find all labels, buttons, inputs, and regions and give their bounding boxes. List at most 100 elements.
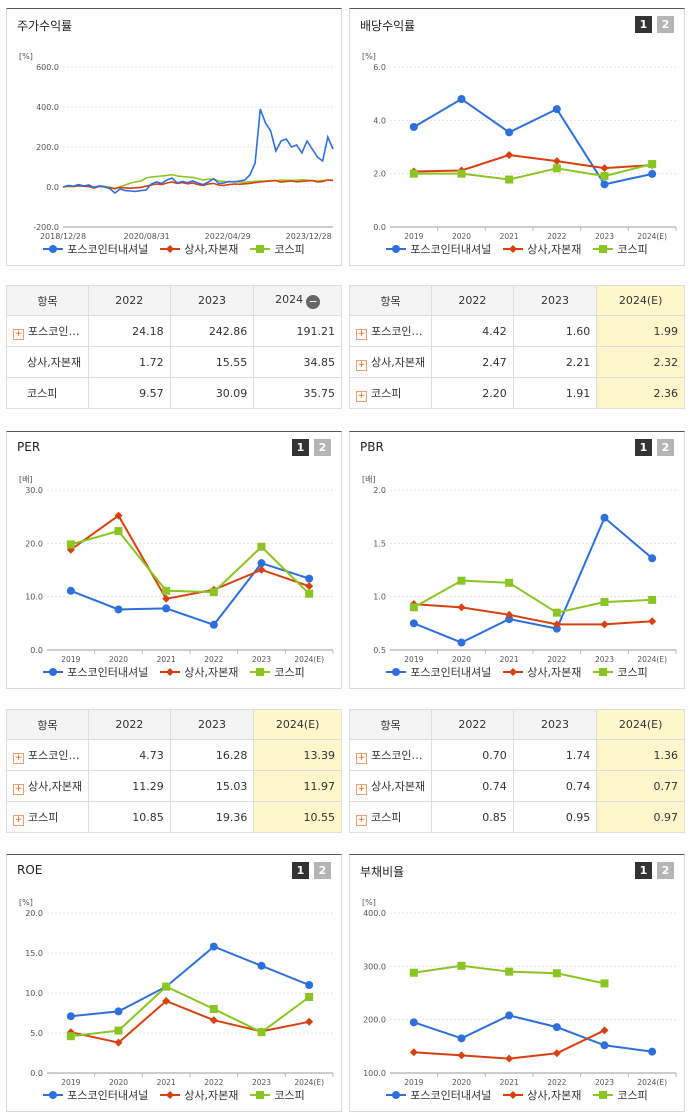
data-point: [552, 105, 561, 114]
page-button-2[interactable]: 2: [314, 862, 331, 879]
legend-item[interactable]: 상사,자본재: [160, 241, 238, 257]
legend-label: 코스피: [274, 243, 305, 256]
table-cell: 1.72: [87, 346, 171, 378]
table-cell: 35.75: [253, 377, 342, 409]
x-tick-label: 2024(E): [637, 655, 667, 664]
page-button-1[interactable]: 1: [292, 439, 309, 456]
legend-item[interactable]: 코스피: [593, 1087, 648, 1103]
legend-item[interactable]: 포스코인터내셔널: [43, 664, 148, 680]
plus-box-icon[interactable]: +: [356, 752, 367, 764]
legend-label: 포스코인터내셔널: [67, 1089, 149, 1102]
row-label[interactable]: + 상사,자본재: [348, 346, 433, 378]
page-button-1[interactable]: 1: [635, 862, 652, 879]
unit-label: [%]: [19, 898, 33, 907]
series-line: [413, 516, 653, 644]
legend-marker-shape: [599, 668, 608, 676]
page-button-1[interactable]: 1: [292, 862, 309, 879]
legend-marker-shape: [392, 245, 401, 253]
y-tick-label: 300.0: [363, 962, 386, 971]
legend-marker-icon: [250, 245, 271, 253]
row-label[interactable]: + 포스코인…: [348, 739, 433, 771]
plus-box-icon[interactable]: +: [13, 752, 24, 764]
legend-item[interactable]: 코스피: [250, 664, 305, 680]
legend-item[interactable]: 상사,자본재: [503, 664, 581, 680]
data-point: [409, 1018, 418, 1027]
row-label[interactable]: + 포스코인…: [5, 739, 90, 771]
data-point: [457, 1051, 466, 1060]
chart-legend: 포스코인터내셔널 상사,자본재 코스피: [350, 1087, 684, 1103]
legend-item[interactable]: 포스코인터내셔널: [386, 241, 491, 257]
row-label[interactable]: + 코스피: [5, 801, 90, 833]
y-tick-label: 2.0: [373, 486, 386, 495]
legend-marker-shape: [509, 245, 518, 253]
legend-item[interactable]: 포스코인터내셔널: [43, 1087, 148, 1103]
plus-box-icon[interactable]: +: [356, 814, 367, 826]
data-point: [552, 969, 561, 978]
series-line: [413, 603, 653, 626]
plus-box-icon[interactable]: +: [356, 359, 367, 371]
page-button-2[interactable]: 2: [657, 16, 674, 33]
plus-box-icon[interactable]: +: [356, 390, 367, 402]
legend-marker-icon: [593, 668, 614, 676]
y-tick-label: 20.0: [25, 909, 43, 918]
table-cell: 2.20: [431, 377, 514, 409]
plus-box-icon[interactable]: +: [356, 783, 367, 795]
legend-item[interactable]: 코스피: [593, 241, 648, 257]
table-row: + 코스피 0.85 0.95 0.97: [348, 801, 685, 833]
page-button-1[interactable]: 1: [635, 16, 652, 33]
legend-marker-icon: [160, 668, 181, 676]
row-label[interactable]: + 상사,자본재: [5, 770, 90, 802]
legend-item[interactable]: 코스피: [250, 1087, 305, 1103]
legend-item[interactable]: 상사,자본재: [503, 1087, 581, 1103]
page-button-2[interactable]: 2: [314, 439, 331, 456]
chart-legend: 포스코인터내셔널 상사,자본재 코스피: [350, 241, 684, 257]
data-point: [114, 605, 123, 614]
page-button-2[interactable]: 2: [657, 862, 674, 879]
column-header: 2023: [169, 285, 255, 316]
legend-marker-shape: [256, 1091, 265, 1099]
plus-box-icon[interactable]: +: [13, 328, 24, 340]
legend-item[interactable]: 상사,자본재: [160, 1087, 238, 1103]
legend-marker-shape: [256, 668, 265, 676]
data-point: [600, 1026, 609, 1035]
legend-marker-shape: [49, 245, 58, 253]
unit-label: [%]: [362, 898, 376, 907]
data-point: [648, 1047, 657, 1056]
legend-item[interactable]: 코스피: [593, 664, 648, 680]
legend-item[interactable]: 상사,자본재: [503, 241, 581, 257]
x-tick-label: 2022: [547, 232, 566, 241]
page-button-1[interactable]: 1: [635, 439, 652, 456]
legend-label: 상사,자본재: [184, 666, 239, 679]
data-point: [257, 542, 266, 551]
plus-box-icon[interactable]: +: [13, 814, 24, 826]
chart-legend: 포스코인터내셔널 상사,자본재 코스피: [7, 664, 341, 680]
row-label[interactable]: + 포스코인…: [6, 315, 89, 347]
legend-item[interactable]: 상사,자본재: [160, 664, 238, 680]
x-tick-label: 2022: [547, 655, 566, 664]
plus-box-icon[interactable]: +: [356, 328, 367, 340]
data-point: [648, 554, 657, 563]
panel-title: 배당수익률: [360, 19, 416, 33]
legend-item[interactable]: 코스피: [250, 241, 305, 257]
legend-item[interactable]: 포스코인터내셔널: [386, 1087, 491, 1103]
legend-item[interactable]: 포스코인터내셔널: [386, 664, 491, 680]
y-tick-label: 6.0: [373, 63, 386, 72]
page-button-2[interactable]: 2: [657, 439, 674, 456]
series-line: [70, 999, 310, 1044]
row-label[interactable]: + 포스코인…: [348, 315, 433, 347]
y-tick-label: 0.0: [30, 646, 43, 655]
row-label[interactable]: + 상사,자본재: [348, 770, 433, 802]
legend-label: 상사,자본재: [527, 666, 582, 679]
legend-marker-icon: [593, 245, 614, 253]
row-label[interactable]: + 코스피: [348, 377, 433, 409]
x-tick-label: 2022: [204, 655, 223, 664]
data-point: [505, 128, 514, 137]
legend-item[interactable]: 포스코인터내셔널: [43, 241, 148, 257]
row-label[interactable]: + 코스피: [348, 801, 433, 833]
legend-marker-shape: [166, 668, 175, 676]
minus-circle-icon[interactable]: −: [306, 294, 321, 309]
plus-box-icon[interactable]: +: [13, 783, 24, 795]
table-row: + 포스코인… 0.70 1.74 1.36: [348, 739, 685, 771]
y-tick-label: 200.0: [36, 143, 59, 152]
